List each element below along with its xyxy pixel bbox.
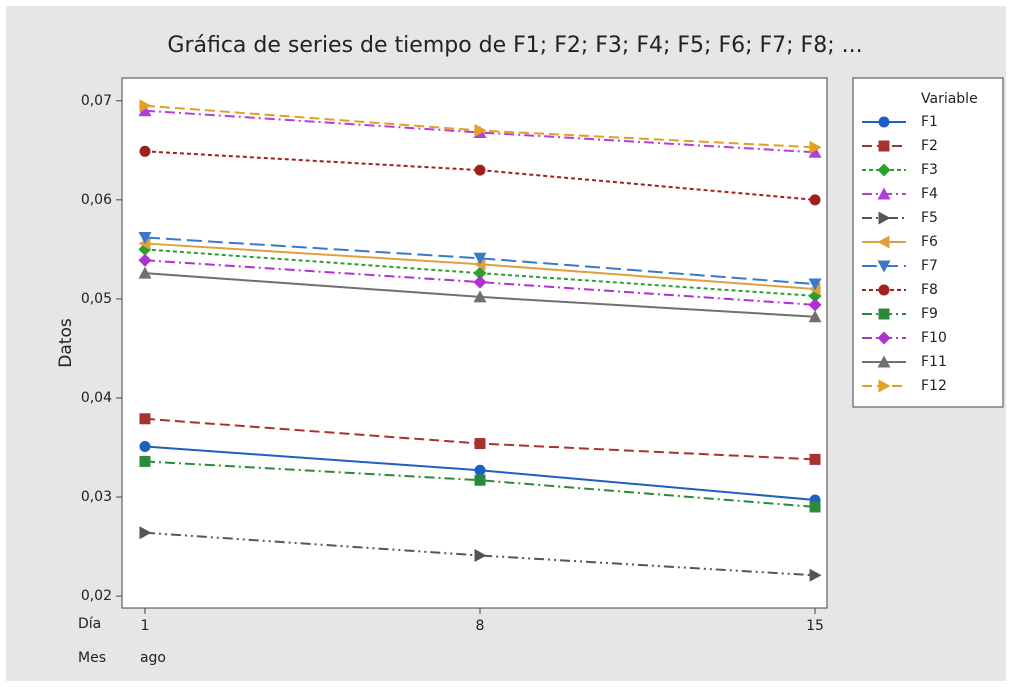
legend-label: F1	[921, 114, 938, 130]
marker	[808, 310, 822, 323]
marker	[474, 438, 486, 450]
marker	[809, 568, 822, 582]
marker	[878, 140, 890, 152]
legend-label: F3	[921, 162, 938, 178]
y-tick-label: 0,06	[81, 192, 112, 208]
series-line	[144, 531, 816, 577]
marker	[139, 441, 151, 453]
marker	[809, 453, 821, 465]
marker	[138, 253, 152, 267]
marker	[139, 99, 152, 113]
y-tick-label: 0,02	[81, 588, 112, 604]
legend-label: F10	[921, 330, 947, 346]
marker	[474, 548, 487, 562]
marker	[139, 413, 151, 425]
marker	[138, 236, 151, 250]
marker	[474, 474, 486, 486]
marker	[808, 145, 822, 158]
y-tick-label: 0,04	[81, 390, 112, 406]
marker	[808, 298, 822, 312]
legend-title: Variable	[921, 91, 978, 107]
marker	[877, 331, 891, 345]
legend-label: F8	[921, 282, 938, 298]
marker	[473, 290, 487, 303]
x-row-label: Día	[78, 616, 101, 632]
legend-label: F5	[921, 210, 938, 226]
x-tick-label: 1	[141, 618, 150, 634]
legend-label: F9	[921, 306, 938, 322]
y-tick-label: 0,05	[81, 291, 112, 307]
legend-label: F12	[921, 378, 947, 394]
plot-area	[121, 77, 828, 609]
legend-label: F7	[921, 258, 938, 274]
marker	[809, 194, 821, 206]
marker	[878, 284, 890, 296]
marker	[473, 257, 486, 271]
y-tick-label: 0,03	[81, 489, 112, 505]
marker	[877, 260, 891, 273]
marker	[877, 187, 891, 200]
marker	[138, 266, 152, 279]
marker	[138, 231, 152, 244]
x-month-label: ago	[140, 650, 166, 666]
marker	[878, 211, 891, 225]
legend-label: F6	[921, 234, 938, 250]
marker	[877, 355, 891, 368]
y-axis-label: Datos	[56, 318, 76, 368]
legend-label: F2	[921, 138, 938, 154]
marker	[877, 163, 891, 177]
marker	[474, 164, 486, 176]
marker	[809, 501, 821, 513]
y-tick-label: 0,07	[81, 93, 112, 109]
marker	[473, 252, 487, 265]
marker	[808, 278, 822, 291]
x-tick-label: 15	[806, 618, 824, 634]
marker	[139, 455, 151, 467]
x-row-label: Mes	[78, 650, 106, 666]
marker	[474, 464, 486, 476]
marker	[474, 124, 487, 138]
marker	[473, 275, 487, 289]
marker	[878, 379, 891, 393]
chart-title: Gráfica de series de tiempo de F1; F2; F…	[167, 33, 862, 58]
legend-label: F4	[921, 186, 938, 202]
marker	[877, 235, 890, 249]
marker	[878, 116, 890, 128]
marker	[473, 266, 487, 280]
marker	[139, 526, 152, 540]
marker	[809, 140, 822, 154]
marker	[878, 308, 890, 320]
marker	[139, 145, 151, 157]
legend-label: F11	[921, 354, 947, 370]
x-tick-label: 8	[476, 618, 485, 634]
series-line	[144, 236, 816, 286]
marker	[138, 104, 152, 117]
